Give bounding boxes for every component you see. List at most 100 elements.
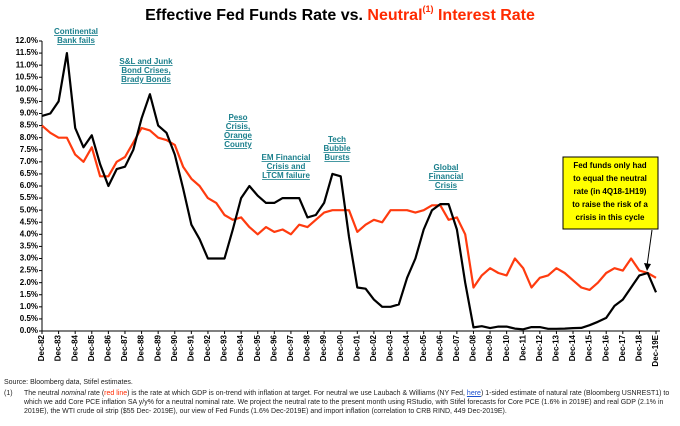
x-tick-label: Dec-91 xyxy=(186,334,195,361)
annotation: Bank fails xyxy=(57,36,95,45)
series-line xyxy=(41,124,657,291)
x-tick-label: Dec-04 xyxy=(402,334,411,361)
annotation: Peso xyxy=(228,113,247,122)
x-tick-label: Dec-17 xyxy=(618,334,627,361)
series-line xyxy=(41,51,658,331)
x-tick-label: Dec-92 xyxy=(203,334,212,361)
chart: Effective Fed Funds Rate vs. Neutral(1) … xyxy=(15,1,660,366)
footnote-part: here xyxy=(466,390,481,397)
annotation: Crisis xyxy=(435,181,458,190)
title-note-ref: (1) xyxy=(423,4,434,14)
x-tick-label: Dec-06 xyxy=(435,334,444,361)
callout-text: to equal the neutral xyxy=(573,174,647,183)
x-tick-label: Dec-82 xyxy=(37,334,46,361)
y-tick-label: 2.5% xyxy=(20,266,38,275)
annotation: Crisis and xyxy=(267,162,306,171)
x-tick-label: Dec-01 xyxy=(352,334,361,361)
x-tick-label: Dec-07 xyxy=(452,334,461,361)
x-tick-label: Dec-12 xyxy=(535,334,544,361)
source: Source: Bloomberg data, Stifel estimates… xyxy=(4,379,133,386)
y-tick-label: 7.0% xyxy=(20,157,38,166)
x-tick-label: Dec-89 xyxy=(153,334,162,361)
x-tick-label: Dec-11 xyxy=(518,334,527,360)
x-tick-label: Dec-93 xyxy=(220,334,229,361)
y-tick-label: 6.0% xyxy=(20,181,38,190)
x-tick-label: Dec-97 xyxy=(286,334,295,361)
footnote-marker: (1) xyxy=(4,390,13,397)
footnote: (1) The neutral nominal rate (red line) i… xyxy=(4,389,676,416)
footnote-part: red line xyxy=(104,390,128,397)
y-tick-label: 5.0% xyxy=(20,205,38,214)
x-tick-label: Dec-18 xyxy=(635,334,644,361)
title-highlight: Neutral xyxy=(367,7,422,24)
annotation: Crisis, xyxy=(226,122,250,131)
title-start: Effective Fed Funds Rate vs. xyxy=(145,7,363,24)
x-tick-label: Dec-84 xyxy=(70,334,79,361)
callout-box xyxy=(562,156,659,230)
y-tick-label: 3.0% xyxy=(20,254,38,263)
x-tick-label: Dec-19E xyxy=(651,334,660,366)
x-tick-label: Dec-00 xyxy=(336,334,345,361)
y-tick-label: 10.0% xyxy=(15,84,38,93)
y-tick-label: 4.0% xyxy=(20,229,38,238)
callout-text: to raise the risk of a xyxy=(572,200,648,209)
y-tick-label: 8.5% xyxy=(20,121,38,130)
y-tick-label: 0.0% xyxy=(20,326,38,335)
annotation: County xyxy=(224,140,252,149)
footnote-part: ) 1-sided estimate of natural rate (Bloo… xyxy=(24,390,670,415)
x-tick-label: Dec-83 xyxy=(54,334,63,361)
x-tick-label: Dec-08 xyxy=(469,334,478,361)
x-tick-label: Dec-09 xyxy=(485,334,494,361)
x-tick-label: Dec-05 xyxy=(419,334,428,361)
title-end: Interest Rate xyxy=(438,7,535,24)
footnote-part: ) is the rate at which GDP is on-trend w… xyxy=(127,390,467,397)
annotation: Tech xyxy=(328,135,346,144)
y-tick-label: 10.5% xyxy=(15,72,38,81)
callout-arrowhead xyxy=(644,263,651,271)
y-tick-label: 1.5% xyxy=(20,290,38,299)
x-tick-label: Dec-98 xyxy=(303,334,312,361)
y-tick-label: 3.5% xyxy=(20,242,38,251)
footnote-part: nominal xyxy=(61,390,86,397)
y-tick-label: 0.5% xyxy=(20,314,38,323)
x-tick-label: Dec-90 xyxy=(170,334,179,361)
x-tick-label: Dec-96 xyxy=(269,334,278,361)
y-tick-label: 4.5% xyxy=(20,217,38,226)
x-tick-label: Dec-14 xyxy=(568,334,577,361)
x-tick-label: Dec-02 xyxy=(369,334,378,361)
annotation: Bubble xyxy=(323,144,351,153)
y-tick-label: 11.0% xyxy=(16,60,38,69)
annotation: Global xyxy=(434,163,459,172)
y-tick-label: 6.5% xyxy=(20,169,38,178)
x-tick-label: Dec-88 xyxy=(137,334,146,361)
y-tick-label: 9.0% xyxy=(20,109,38,118)
x-tick-label: Dec-03 xyxy=(386,334,395,361)
x-tick-label: Dec-13 xyxy=(552,334,561,361)
x-tick-label: Dec-85 xyxy=(87,334,96,361)
x-tick-label: Dec-95 xyxy=(253,334,262,361)
y-tick-label: 9.5% xyxy=(20,97,38,106)
x-tick-label: Dec-94 xyxy=(236,334,245,361)
annotation: EM Financial xyxy=(262,153,311,162)
x-tick-label: Dec-16 xyxy=(601,334,610,361)
annotation: Orange xyxy=(224,131,253,140)
annotation: Continental xyxy=(54,27,98,36)
annotation: LTCM failure xyxy=(262,171,310,180)
annotation: Bond Crises, xyxy=(121,66,170,75)
annotation: Financial xyxy=(429,172,464,181)
notes: Source: Bloomberg data, Stifel estimates… xyxy=(4,378,676,416)
y-tick-label: 7.5% xyxy=(20,145,38,154)
x-tick-label: Dec-99 xyxy=(319,334,328,361)
x-tick-label: Dec-86 xyxy=(103,334,112,361)
y-tick-label: 11.5% xyxy=(16,48,38,57)
x-tick-label: Dec-10 xyxy=(502,334,511,361)
callout-arrow xyxy=(646,229,653,267)
callout-text: crisis in this cycle xyxy=(576,213,645,222)
chart-title: Effective Fed Funds Rate vs. Neutral(1) … xyxy=(145,1,535,24)
callout-text: Fed funds only had xyxy=(573,161,646,170)
x-tick-label: Dec-15 xyxy=(585,334,594,361)
annotation: S&L and Junk xyxy=(119,57,173,66)
y-tick-label: 12.0% xyxy=(15,36,38,45)
y-tick-label: 2.0% xyxy=(20,278,38,287)
